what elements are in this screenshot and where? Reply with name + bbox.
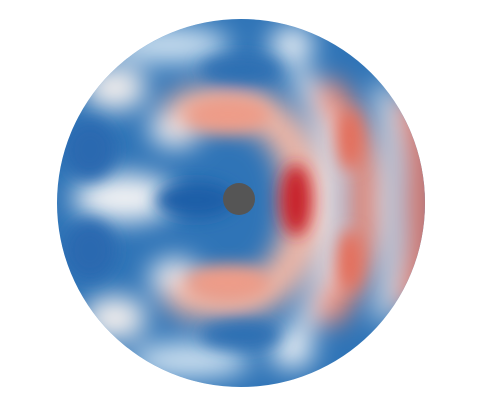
gap-light-1 xyxy=(291,66,341,339)
wave-disc xyxy=(57,19,425,387)
gap-light-2 xyxy=(375,82,400,323)
crescent-3 xyxy=(397,95,425,311)
bottom-white-dot xyxy=(270,332,314,368)
top-blue-band xyxy=(200,56,280,84)
left-blue-channel xyxy=(155,182,235,218)
top-white-dot xyxy=(270,27,314,63)
top-light-patch xyxy=(110,27,230,63)
lower-left-white-patch xyxy=(83,296,147,340)
crescent-2-upper-red xyxy=(338,110,362,170)
left-white-patch xyxy=(73,174,177,222)
crescent-2-lower-red xyxy=(338,230,362,290)
left-upper-blue xyxy=(64,120,116,180)
upper-left-white-patch xyxy=(83,66,147,110)
bottom-blue-band xyxy=(200,321,280,349)
lower-red-lobe xyxy=(186,265,270,301)
wave-highlights xyxy=(64,56,362,349)
left-lower-blue xyxy=(64,220,116,280)
deep-red-core xyxy=(280,164,312,236)
obstacle-circle xyxy=(223,183,255,215)
upper-red-lobe xyxy=(186,97,270,133)
